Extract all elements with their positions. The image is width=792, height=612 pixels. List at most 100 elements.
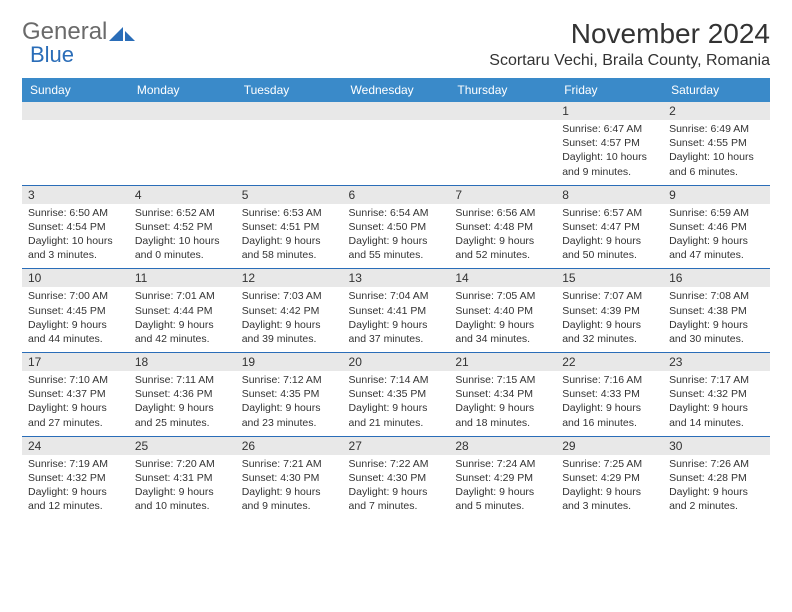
logo-triangle-icon — [109, 27, 123, 41]
day-details: Sunrise: 6:56 AMSunset: 4:48 PMDaylight:… — [449, 204, 556, 269]
day-line-d1: Daylight: 9 hours — [28, 318, 123, 332]
day-line-d2: and 5 minutes. — [455, 499, 550, 513]
day-details: Sunrise: 7:10 AMSunset: 4:37 PMDaylight:… — [22, 371, 129, 436]
day-number: 3 — [22, 186, 129, 204]
day-cell: 8Sunrise: 6:57 AMSunset: 4:47 PMDaylight… — [556, 185, 663, 269]
day-line-d1: Daylight: 9 hours — [669, 318, 764, 332]
day-number: 1 — [556, 102, 663, 120]
day-details: Sunrise: 6:59 AMSunset: 4:46 PMDaylight:… — [663, 204, 770, 269]
day-cell: 5Sunrise: 6:53 AMSunset: 4:51 PMDaylight… — [236, 185, 343, 269]
day-line-d1: Daylight: 9 hours — [135, 318, 230, 332]
day-line-d2: and 30 minutes. — [669, 332, 764, 346]
day-line-ss: Sunset: 4:31 PM — [135, 471, 230, 485]
day-line-sr: Sunrise: 7:19 AM — [28, 457, 123, 471]
day-cell: 19Sunrise: 7:12 AMSunset: 4:35 PMDayligh… — [236, 353, 343, 437]
day-line-d1: Daylight: 10 hours — [562, 150, 657, 164]
day-cell — [236, 102, 343, 185]
empty-day-bar — [129, 102, 236, 120]
day-number: 24 — [22, 437, 129, 455]
day-line-d1: Daylight: 9 hours — [669, 485, 764, 499]
day-details: Sunrise: 6:47 AMSunset: 4:57 PMDaylight:… — [556, 120, 663, 185]
day-line-ss: Sunset: 4:29 PM — [455, 471, 550, 485]
day-line-ss: Sunset: 4:29 PM — [562, 471, 657, 485]
week-row: 10Sunrise: 7:00 AMSunset: 4:45 PMDayligh… — [22, 269, 770, 353]
day-number: 15 — [556, 269, 663, 287]
day-line-sr: Sunrise: 6:54 AM — [349, 206, 444, 220]
day-line-sr: Sunrise: 7:08 AM — [669, 289, 764, 303]
day-number: 9 — [663, 186, 770, 204]
day-number: 5 — [236, 186, 343, 204]
header-thursday: Thursday — [449, 78, 556, 102]
day-number: 25 — [129, 437, 236, 455]
day-cell: 3Sunrise: 6:50 AMSunset: 4:54 PMDaylight… — [22, 185, 129, 269]
day-line-d2: and 12 minutes. — [28, 499, 123, 513]
day-line-d1: Daylight: 9 hours — [242, 234, 337, 248]
day-line-sr: Sunrise: 6:49 AM — [669, 122, 764, 136]
day-line-sr: Sunrise: 7:14 AM — [349, 373, 444, 387]
day-cell — [343, 102, 450, 185]
day-cell: 21Sunrise: 7:15 AMSunset: 4:34 PMDayligh… — [449, 353, 556, 437]
day-number: 8 — [556, 186, 663, 204]
day-cell: 23Sunrise: 7:17 AMSunset: 4:32 PMDayligh… — [663, 353, 770, 437]
day-line-d2: and 27 minutes. — [28, 416, 123, 430]
day-number: 20 — [343, 353, 450, 371]
day-cell: 11Sunrise: 7:01 AMSunset: 4:44 PMDayligh… — [129, 269, 236, 353]
day-cell: 16Sunrise: 7:08 AMSunset: 4:38 PMDayligh… — [663, 269, 770, 353]
day-line-d1: Daylight: 10 hours — [28, 234, 123, 248]
day-line-d2: and 47 minutes. — [669, 248, 764, 262]
week-row: 1Sunrise: 6:47 AMSunset: 4:57 PMDaylight… — [22, 102, 770, 185]
day-line-d2: and 6 minutes. — [669, 165, 764, 179]
day-details: Sunrise: 7:24 AMSunset: 4:29 PMDaylight:… — [449, 455, 556, 520]
day-details: Sunrise: 6:50 AMSunset: 4:54 PMDaylight:… — [22, 204, 129, 269]
weeks-body: 1Sunrise: 6:47 AMSunset: 4:57 PMDaylight… — [22, 102, 770, 519]
day-line-ss: Sunset: 4:40 PM — [455, 304, 550, 318]
empty-day-body — [449, 120, 556, 178]
day-details: Sunrise: 7:07 AMSunset: 4:39 PMDaylight:… — [556, 287, 663, 352]
day-line-ss: Sunset: 4:37 PM — [28, 387, 123, 401]
day-line-d2: and 3 minutes. — [28, 248, 123, 262]
day-line-ss: Sunset: 4:48 PM — [455, 220, 550, 234]
day-number: 2 — [663, 102, 770, 120]
day-details: Sunrise: 6:53 AMSunset: 4:51 PMDaylight:… — [236, 204, 343, 269]
day-line-sr: Sunrise: 7:15 AM — [455, 373, 550, 387]
day-details: Sunrise: 6:57 AMSunset: 4:47 PMDaylight:… — [556, 204, 663, 269]
empty-day-body — [236, 120, 343, 178]
day-cell: 28Sunrise: 7:24 AMSunset: 4:29 PMDayligh… — [449, 436, 556, 519]
day-cell: 17Sunrise: 7:10 AMSunset: 4:37 PMDayligh… — [22, 353, 129, 437]
day-number: 17 — [22, 353, 129, 371]
day-line-sr: Sunrise: 7:21 AM — [242, 457, 337, 471]
empty-day-body — [343, 120, 450, 178]
day-cell: 25Sunrise: 7:20 AMSunset: 4:31 PMDayligh… — [129, 436, 236, 519]
empty-day-bar — [22, 102, 129, 120]
day-cell: 15Sunrise: 7:07 AMSunset: 4:39 PMDayligh… — [556, 269, 663, 353]
day-line-d2: and 14 minutes. — [669, 416, 764, 430]
day-number: 6 — [343, 186, 450, 204]
day-line-sr: Sunrise: 7:10 AM — [28, 373, 123, 387]
day-line-sr: Sunrise: 6:50 AM — [28, 206, 123, 220]
header-tuesday: Tuesday — [236, 78, 343, 102]
location: Scortaru Vechi, Braila County, Romania — [489, 52, 770, 70]
day-line-ss: Sunset: 4:39 PM — [562, 304, 657, 318]
day-details: Sunrise: 6:49 AMSunset: 4:55 PMDaylight:… — [663, 120, 770, 185]
day-line-d1: Daylight: 9 hours — [562, 485, 657, 499]
header-wednesday: Wednesday — [343, 78, 450, 102]
day-details: Sunrise: 7:19 AMSunset: 4:32 PMDaylight:… — [22, 455, 129, 520]
day-line-ss: Sunset: 4:30 PM — [349, 471, 444, 485]
title-block: November 2024 Scortaru Vechi, Braila Cou… — [489, 18, 770, 70]
day-line-ss: Sunset: 4:35 PM — [349, 387, 444, 401]
day-line-sr: Sunrise: 7:26 AM — [669, 457, 764, 471]
day-line-d1: Daylight: 9 hours — [28, 401, 123, 415]
day-details: Sunrise: 7:20 AMSunset: 4:31 PMDaylight:… — [129, 455, 236, 520]
day-line-sr: Sunrise: 7:05 AM — [455, 289, 550, 303]
logo-triangle2-icon — [125, 31, 135, 41]
day-details: Sunrise: 6:54 AMSunset: 4:50 PMDaylight:… — [343, 204, 450, 269]
empty-day-bar — [449, 102, 556, 120]
day-details: Sunrise: 7:15 AMSunset: 4:34 PMDaylight:… — [449, 371, 556, 436]
day-line-d1: Daylight: 9 hours — [242, 401, 337, 415]
header: General November 2024 Scortaru Vechi, Br… — [22, 18, 770, 70]
day-cell: 22Sunrise: 7:16 AMSunset: 4:33 PMDayligh… — [556, 353, 663, 437]
day-line-d2: and 0 minutes. — [135, 248, 230, 262]
month-title: November 2024 — [489, 18, 770, 50]
empty-day-body — [129, 120, 236, 178]
day-details: Sunrise: 7:12 AMSunset: 4:35 PMDaylight:… — [236, 371, 343, 436]
